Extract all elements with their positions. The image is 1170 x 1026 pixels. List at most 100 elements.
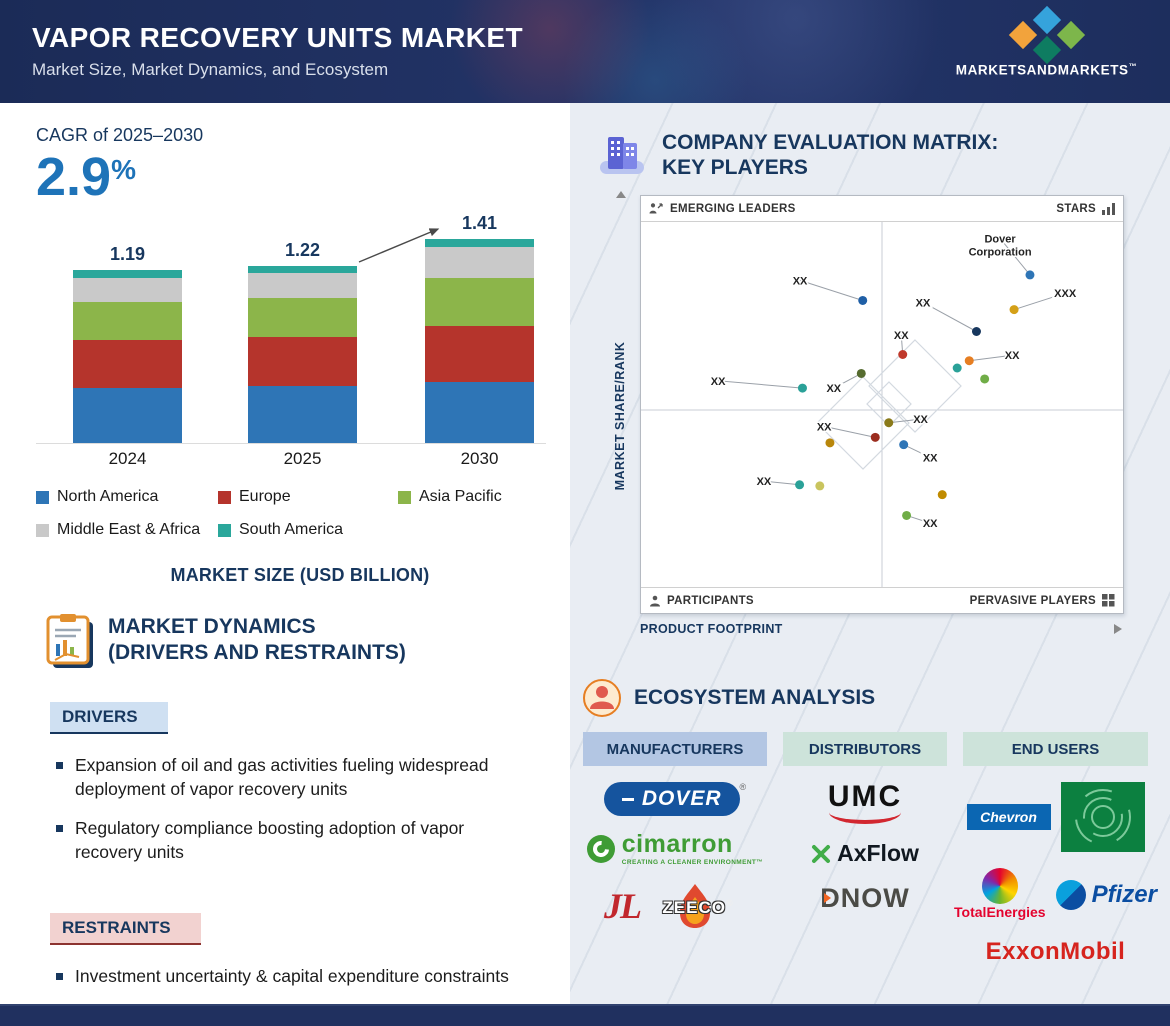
diamond-orange-icon — [1008, 20, 1037, 50]
manufacturers-header: MANUFACTURERS — [583, 732, 767, 766]
axflow-text: AxFlow — [837, 840, 919, 866]
diamond-teal-icon — [1032, 35, 1061, 65]
aramco-logo — [1060, 782, 1145, 852]
distributors-column: DISTRIBUTORS UMC AxFlow — [783, 732, 947, 966]
category-label: 2024 — [108, 449, 147, 468]
segment-north-america — [73, 387, 182, 443]
segment-south-america — [425, 238, 534, 248]
chart-baseline — [36, 443, 546, 444]
ecosystem-header: ECOSYSTEM ANALYSIS — [582, 678, 1170, 718]
segment-north-america — [425, 382, 534, 443]
matrix-bottom-band: PARTICIPANTS PERVASIVE PLAYERS — [641, 587, 1123, 613]
dover-reg: ® — [739, 782, 747, 792]
end-users-header: END USERS — [963, 732, 1148, 766]
legend-label: Middle East & Africa — [57, 521, 201, 538]
segment-middle-east-africa — [73, 277, 182, 303]
chart-legend: North America Europe Asia Pacific Middle Ea… — [36, 488, 570, 539]
segment-north-america — [248, 386, 357, 443]
matrix-top-band: EMERGING LEADERS STARS — [641, 196, 1123, 222]
bar-2024: 1.19 2024 — [73, 208, 182, 470]
emerging-leaders-icon — [649, 203, 663, 214]
legend-swatch — [218, 490, 231, 504]
brand-tm: ™ — [1128, 62, 1138, 71]
chevron-logo: Chevron — [966, 804, 1051, 830]
x-axis: PRODUCT FOOTPRINT — [640, 622, 1122, 636]
market-dynamics-header: MARKET DYNAMICS (DRIVERS AND RESTRAINTS) — [46, 614, 570, 670]
header: VAPOR RECOVERY UNITS MARKET Market Size,… — [0, 0, 1170, 103]
participants-icon — [650, 595, 660, 606]
matrix-point-label: XX — [894, 330, 909, 342]
y-axis-arrow-icon — [616, 191, 626, 198]
matrix-point — [952, 363, 962, 373]
pfizer-text: Pfizer — [1091, 881, 1157, 908]
zeeco-logo: ZEECO® — [650, 882, 746, 930]
pfizer-logo: Pfizer — [1055, 880, 1157, 910]
zeeco-text: ZEECO — [662, 898, 726, 917]
bar-2030: 1.41 2030 — [425, 208, 534, 470]
page-title: VAPOR RECOVERY UNITS MARKET — [32, 22, 523, 53]
distributors-header: DISTRIBUTORS — [783, 732, 947, 766]
matrix-point — [971, 327, 981, 336]
axflow-x-icon — [812, 844, 831, 863]
dnow-wedge-icon — [824, 893, 832, 903]
marketsandmarkets-logo: MARKETSANDMARKETS™ — [939, 5, 1154, 78]
matrix-title-line2: KEY PLAYERS — [662, 156, 808, 179]
totalenergies-icon — [981, 868, 1018, 904]
matrix-point-label: XXX — [1054, 288, 1077, 300]
y-axis-label: MARKET SHARE/RANK — [613, 341, 627, 490]
market-dynamics-title: MARKET DYNAMICS (DRIVERS AND RESTRAINTS) — [108, 614, 406, 667]
matrix-point — [1009, 305, 1019, 315]
segment-europe — [248, 337, 357, 387]
pfizer-icon — [1055, 880, 1086, 910]
diamond-blue-icon — [1032, 5, 1061, 35]
brand-name: MARKETSANDMARKETS™ — [939, 62, 1154, 78]
totalenergies-logo: TotalEnergies — [954, 868, 1046, 922]
page-subtitle: Market Size, Market Dynamics, and Ecosys… — [32, 60, 389, 79]
matrix-point — [797, 383, 807, 393]
cagr-number: 2.9 — [36, 147, 112, 207]
matrix-title-line1: COMPANY EVALUATION MATRIX: — [662, 130, 999, 154]
market-size-chart: 1.19 2024 1.22 2025 1.41 2030 — [36, 208, 546, 470]
ecosystem-icon — [583, 679, 621, 717]
legend-label: South America — [239, 521, 344, 538]
matrix-point — [825, 438, 835, 448]
total-label: 1.19 — [109, 244, 146, 265]
quadrant-bottom-right-label: PERVASIVE PLAYERS — [969, 594, 1096, 607]
drivers-heading: DRIVERS — [50, 702, 168, 734]
chart-caption: MARKET SIZE (USD BILLION) — [170, 565, 430, 585]
x-axis-arrow-icon — [1114, 624, 1122, 634]
end-users-column: END USERS Chevron — [954, 732, 1157, 966]
segment-south-america — [73, 270, 182, 278]
matrix-point-label: XX — [913, 414, 928, 426]
matrix-point-label: XX — [1005, 350, 1020, 362]
quadrant-top-right-label: STARS — [1056, 202, 1096, 215]
dynamics-title-line2: (DRIVERS AND RESTRAINTS) — [108, 641, 406, 665]
matrix-point — [884, 418, 894, 428]
total-label: 1.22 — [284, 240, 321, 261]
legend-item: Middle East & Africa — [36, 521, 218, 539]
cimarron-icon — [586, 835, 615, 863]
segment-europe — [73, 340, 182, 388]
legend-item: Europe — [218, 488, 398, 506]
matrix-point — [964, 356, 974, 366]
legend-label: North America — [57, 488, 159, 505]
stars-bars-icon — [1102, 202, 1115, 215]
cimarron-logo: cimarron CREATING A CLEANER ENVIRONMENT™ — [586, 830, 763, 866]
cimarron-text: cimarron — [621, 830, 733, 858]
logo-diamonds-icon — [1008, 5, 1085, 65]
matrix-point-label: XX — [711, 376, 726, 388]
matrix-point — [870, 432, 880, 442]
dover-logo: DOVER ® — [603, 782, 747, 816]
legend-swatch — [218, 523, 231, 537]
bullet-text: Investment uncertainty & capital expendi… — [75, 965, 509, 986]
diamond-green-icon — [1056, 20, 1085, 50]
dynamics-title-line1: MARKET DYNAMICS — [108, 615, 316, 638]
exxonmobil-logo: ExxonMobil — [985, 938, 1126, 965]
matrix-point-label: XX — [916, 297, 931, 309]
quadrant-bottom-left-label: PARTICIPANTS — [667, 594, 754, 607]
quadrant-bottom-right: PERVASIVE PLAYERS — [970, 594, 1115, 607]
matrix-point-label: Dover Corporation — [969, 233, 1032, 258]
restraints-heading: RESTRAINTS — [50, 912, 201, 945]
restraints-list: Investment uncertainty & capital expendi… — [56, 965, 534, 989]
cagr-label: CAGR of 2025–2030 — [36, 125, 204, 145]
